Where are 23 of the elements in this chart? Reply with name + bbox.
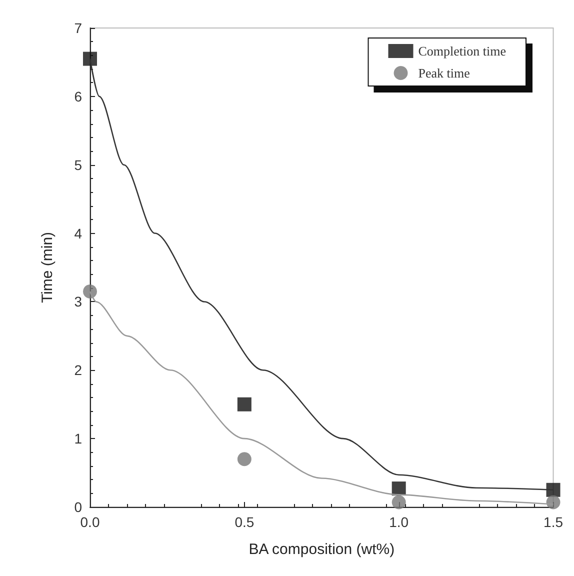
point [237,397,252,412]
point [392,482,406,496]
y-tick-label: 3 [74,294,82,310]
y-tick-label: 7 [74,20,82,36]
x-tick-label: 0.0 [80,514,100,530]
y-tick-label: 1 [74,430,82,447]
y-tick-label: 4 [74,225,82,242]
y-axis-title: Time (min) [39,232,56,304]
y-tick-label: 6 [74,88,82,104]
legend-label: Completion time [418,44,506,58]
legend-label: Peak time [418,66,470,80]
x-tick-label: 1.5 [544,514,564,530]
x-tick-label: 1.0 [389,514,409,530]
x-tick-label: 0.5 [234,514,254,530]
point [392,495,406,510]
point [237,452,252,466]
point [83,284,97,298]
point [546,495,560,510]
x-axis-title: BA composition (wt%) [248,541,395,558]
y-tick-label: 5 [74,156,82,173]
point [83,52,97,66]
y-tick-label: 2 [74,362,82,378]
y-tick-label: 0 [74,499,82,515]
